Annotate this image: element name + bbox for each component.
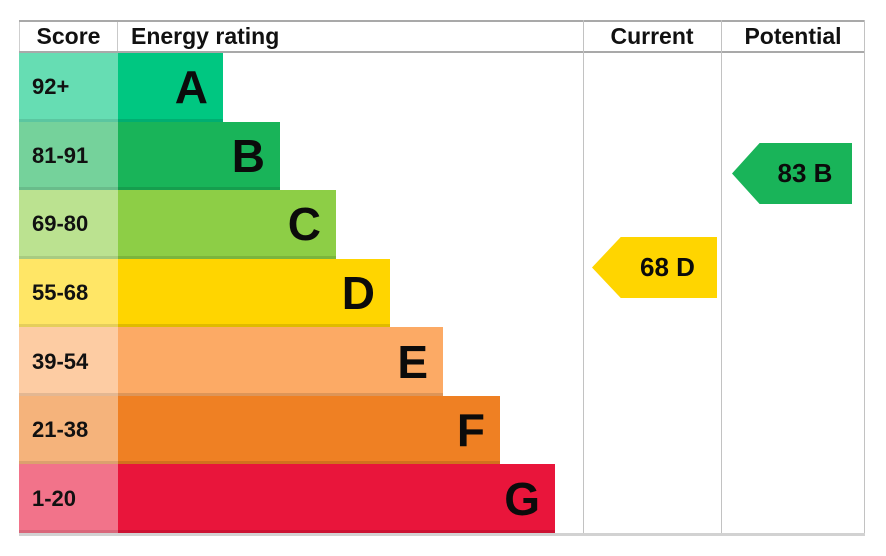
band-score-cell-e: 39-54	[19, 327, 118, 396]
column-header-current: Current	[610, 23, 694, 49]
band-row-e: 39-54 E	[19, 327, 865, 396]
band-row-g: 1-20 G	[19, 464, 865, 533]
band-letter-e: E	[397, 335, 428, 388]
band-score-cell-d: 55-68	[19, 258, 118, 328]
band-score-label: 69-80	[32, 211, 89, 237]
band-score-label: 21-38	[32, 417, 89, 443]
band-letter-g: G	[504, 472, 540, 525]
band-score-cell-a: 92+	[19, 53, 118, 122]
band-letter-a: A	[174, 61, 208, 114]
band-bar-e: E	[118, 327, 443, 396]
table-left-border	[19, 22, 20, 51]
column-header-energy-rating: Energy rating	[131, 23, 280, 49]
band-bar-g: G	[118, 464, 555, 533]
band-score-label: 39-54	[32, 348, 89, 374]
column-header-potential: Potential	[744, 23, 842, 49]
score-column-divider	[117, 22, 118, 51]
band-score-cell-c: 69-80	[19, 190, 118, 259]
band-bar-f: F	[118, 395, 500, 465]
band-bar-b: B	[118, 121, 280, 191]
table-bottom-border	[19, 533, 865, 536]
band-score-cell-f: 21-38	[19, 395, 118, 465]
band-bar-c: C	[118, 190, 336, 259]
current-column-divider	[583, 20, 584, 536]
band-letter-c: C	[287, 198, 321, 251]
potential-rating-arrow: 83 B	[732, 143, 852, 204]
band-row-f: 21-38 F	[19, 395, 865, 465]
column-header-score: Score	[36, 23, 101, 49]
current-rating-label: 68 D	[640, 252, 695, 282]
band-rows: 92+ A 81-91 B 69-80 C 55-68	[19, 53, 865, 533]
chart-header-row: Score Energy rating Current Potential	[19, 20, 865, 53]
band-letter-b: B	[231, 129, 265, 182]
band-score-label: 81-91	[32, 142, 89, 168]
band-score-label: 92+	[32, 74, 70, 100]
band-row-c: 69-80 C	[19, 190, 865, 259]
band-row-b: 81-91 B	[19, 121, 865, 191]
band-bar-a: A	[118, 53, 223, 122]
table-right-border	[864, 20, 865, 536]
band-score-label: 1-20	[32, 485, 77, 511]
potential-column-divider	[721, 20, 722, 536]
current-rating-arrow: 68 D	[592, 237, 717, 298]
potential-rating-label: 83 B	[777, 158, 833, 188]
band-bar-d: D	[118, 258, 390, 328]
band-letter-d: D	[341, 266, 375, 319]
band-score-cell-g: 1-20	[19, 464, 118, 533]
band-letter-f: F	[456, 404, 485, 457]
band-row-a: 92+ A	[19, 53, 865, 122]
band-score-label: 55-68	[32, 279, 89, 305]
band-row-d: 55-68 D	[19, 258, 865, 328]
band-score-cell-b: 81-91	[19, 121, 118, 191]
